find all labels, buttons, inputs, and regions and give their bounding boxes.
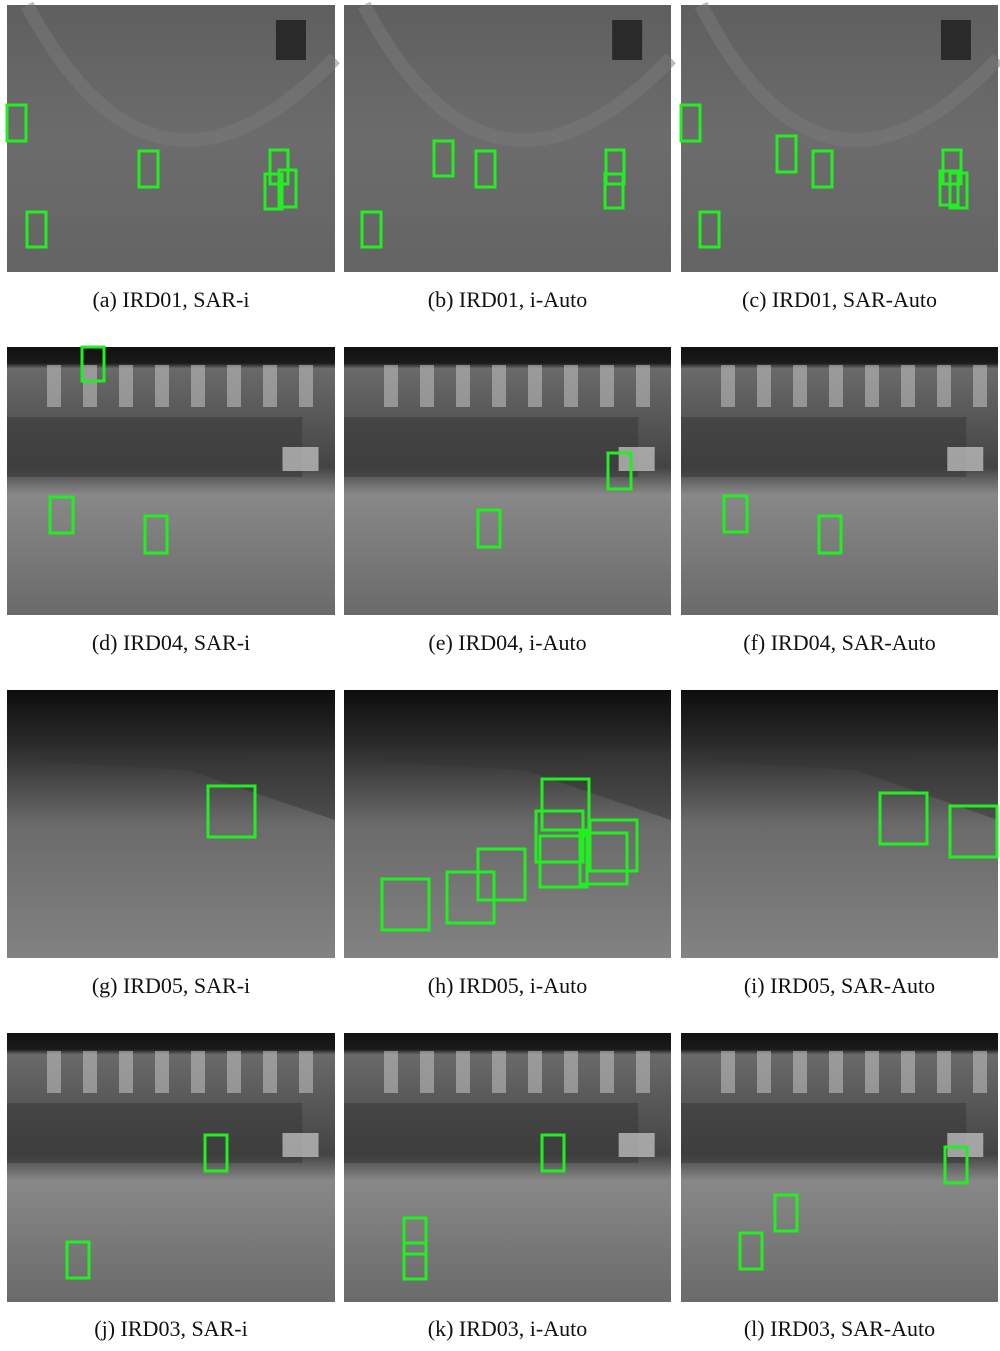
panel: (j) IRD03, SAR-i [7, 1033, 335, 1341]
panel-caption: (a) IRD01, SAR-i [92, 287, 249, 312]
figure: (a) IRD01, SAR-i (b) IRD01, i-Auto (c) IRD… [0, 0, 1000, 1351]
scene-window [941, 20, 971, 60]
scene-window [865, 1051, 879, 1093]
panel: (l) IRD03, SAR-Auto [681, 1033, 998, 1341]
panel: (d) IRD04, SAR-i [7, 347, 335, 655]
scene-window [492, 1051, 506, 1093]
scene-window [384, 1051, 398, 1093]
panel-caption: (l) IRD03, SAR-Auto [744, 1316, 935, 1341]
scene-window [83, 365, 97, 407]
scene-window [456, 365, 470, 407]
panel: (a) IRD01, SAR-i [7, 5, 335, 312]
scene-window [420, 365, 434, 407]
panel-caption: (k) IRD03, i-Auto [428, 1316, 587, 1341]
scene-building [344, 1103, 638, 1163]
scene-window [829, 1051, 843, 1093]
scene-building [344, 417, 638, 477]
scene-window [793, 365, 807, 407]
scene-car [619, 447, 655, 471]
scene-building [681, 1103, 966, 1163]
scene-window [119, 1051, 133, 1093]
panel: (h) IRD05, i-Auto [344, 690, 671, 998]
scene-window [299, 365, 313, 407]
panel-caption: (g) IRD05, SAR-i [92, 973, 250, 998]
scene-car [283, 447, 319, 471]
panel: (b) IRD01, i-Auto [344, 5, 671, 312]
scene-window [492, 365, 506, 407]
scene-window [612, 20, 642, 60]
scene-car [283, 1133, 319, 1157]
scene-window [191, 1051, 205, 1093]
panel-caption: (b) IRD01, i-Auto [428, 287, 587, 312]
scene-window [865, 365, 879, 407]
scene-window [600, 365, 614, 407]
panel-caption: (e) IRD04, i-Auto [428, 630, 586, 655]
panel-image [7, 690, 335, 958]
scene-window [384, 365, 398, 407]
scene-building [681, 417, 966, 477]
panel: (g) IRD05, SAR-i [7, 690, 335, 998]
scene-window [420, 1051, 434, 1093]
scene-window [155, 365, 169, 407]
scene-window [191, 365, 205, 407]
scene-window [83, 1051, 97, 1093]
scene-window [829, 365, 843, 407]
panels: (a) IRD01, SAR-i (b) IRD01, i-Auto (c) IRD… [7, 5, 998, 1341]
scene-window [721, 365, 735, 407]
scene-window [119, 365, 133, 407]
scene-window [155, 1051, 169, 1093]
scene-building [7, 1103, 302, 1163]
scene-window [564, 365, 578, 407]
scene-window [299, 1051, 313, 1093]
scene-car [947, 447, 983, 471]
panel-caption: (c) IRD01, SAR-Auto [742, 287, 937, 312]
panel: (i) IRD05, SAR-Auto [681, 690, 998, 998]
scene-window [47, 1051, 61, 1093]
scene-window [564, 1051, 578, 1093]
scene-window [937, 1051, 951, 1093]
panel-caption: (i) IRD05, SAR-Auto [744, 973, 935, 998]
panel-caption: (j) IRD03, SAR-i [94, 1316, 247, 1341]
scene-window [937, 365, 951, 407]
scene-window [227, 365, 241, 407]
scene-window [528, 365, 542, 407]
scene-window [227, 1051, 241, 1093]
scene-window [901, 1051, 915, 1093]
scene-window [793, 1051, 807, 1093]
scene-window [528, 1051, 542, 1093]
scene-car [619, 1133, 655, 1157]
scene-window [636, 1051, 650, 1093]
panel: (f) IRD04, SAR-Auto [681, 347, 998, 655]
panel-caption: (d) IRD04, SAR-i [92, 630, 250, 655]
panel: (e) IRD04, i-Auto [344, 347, 671, 655]
scene-car [947, 1133, 983, 1157]
scene-window [973, 365, 987, 407]
scene-window [47, 365, 61, 407]
scene-building [7, 417, 302, 477]
scene-window [721, 1051, 735, 1093]
panel: (k) IRD03, i-Auto [344, 1033, 671, 1341]
page: (a) IRD01, SAR-i (b) IRD01, i-Auto (c) IRD… [0, 0, 1000, 1351]
panel-caption: (h) IRD05, i-Auto [428, 973, 587, 998]
scene-window [456, 1051, 470, 1093]
scene-window [757, 365, 771, 407]
scene-window [276, 20, 306, 60]
scene-window [263, 1051, 277, 1093]
scene-window [600, 1051, 614, 1093]
panel-image [344, 690, 671, 958]
scene-window [901, 365, 915, 407]
panel-caption: (f) IRD04, SAR-Auto [743, 630, 936, 655]
scene-window [263, 365, 277, 407]
panel: (c) IRD01, SAR-Auto [681, 5, 998, 312]
scene-window [973, 1051, 987, 1093]
scene-window [757, 1051, 771, 1093]
scene-window [636, 365, 650, 407]
